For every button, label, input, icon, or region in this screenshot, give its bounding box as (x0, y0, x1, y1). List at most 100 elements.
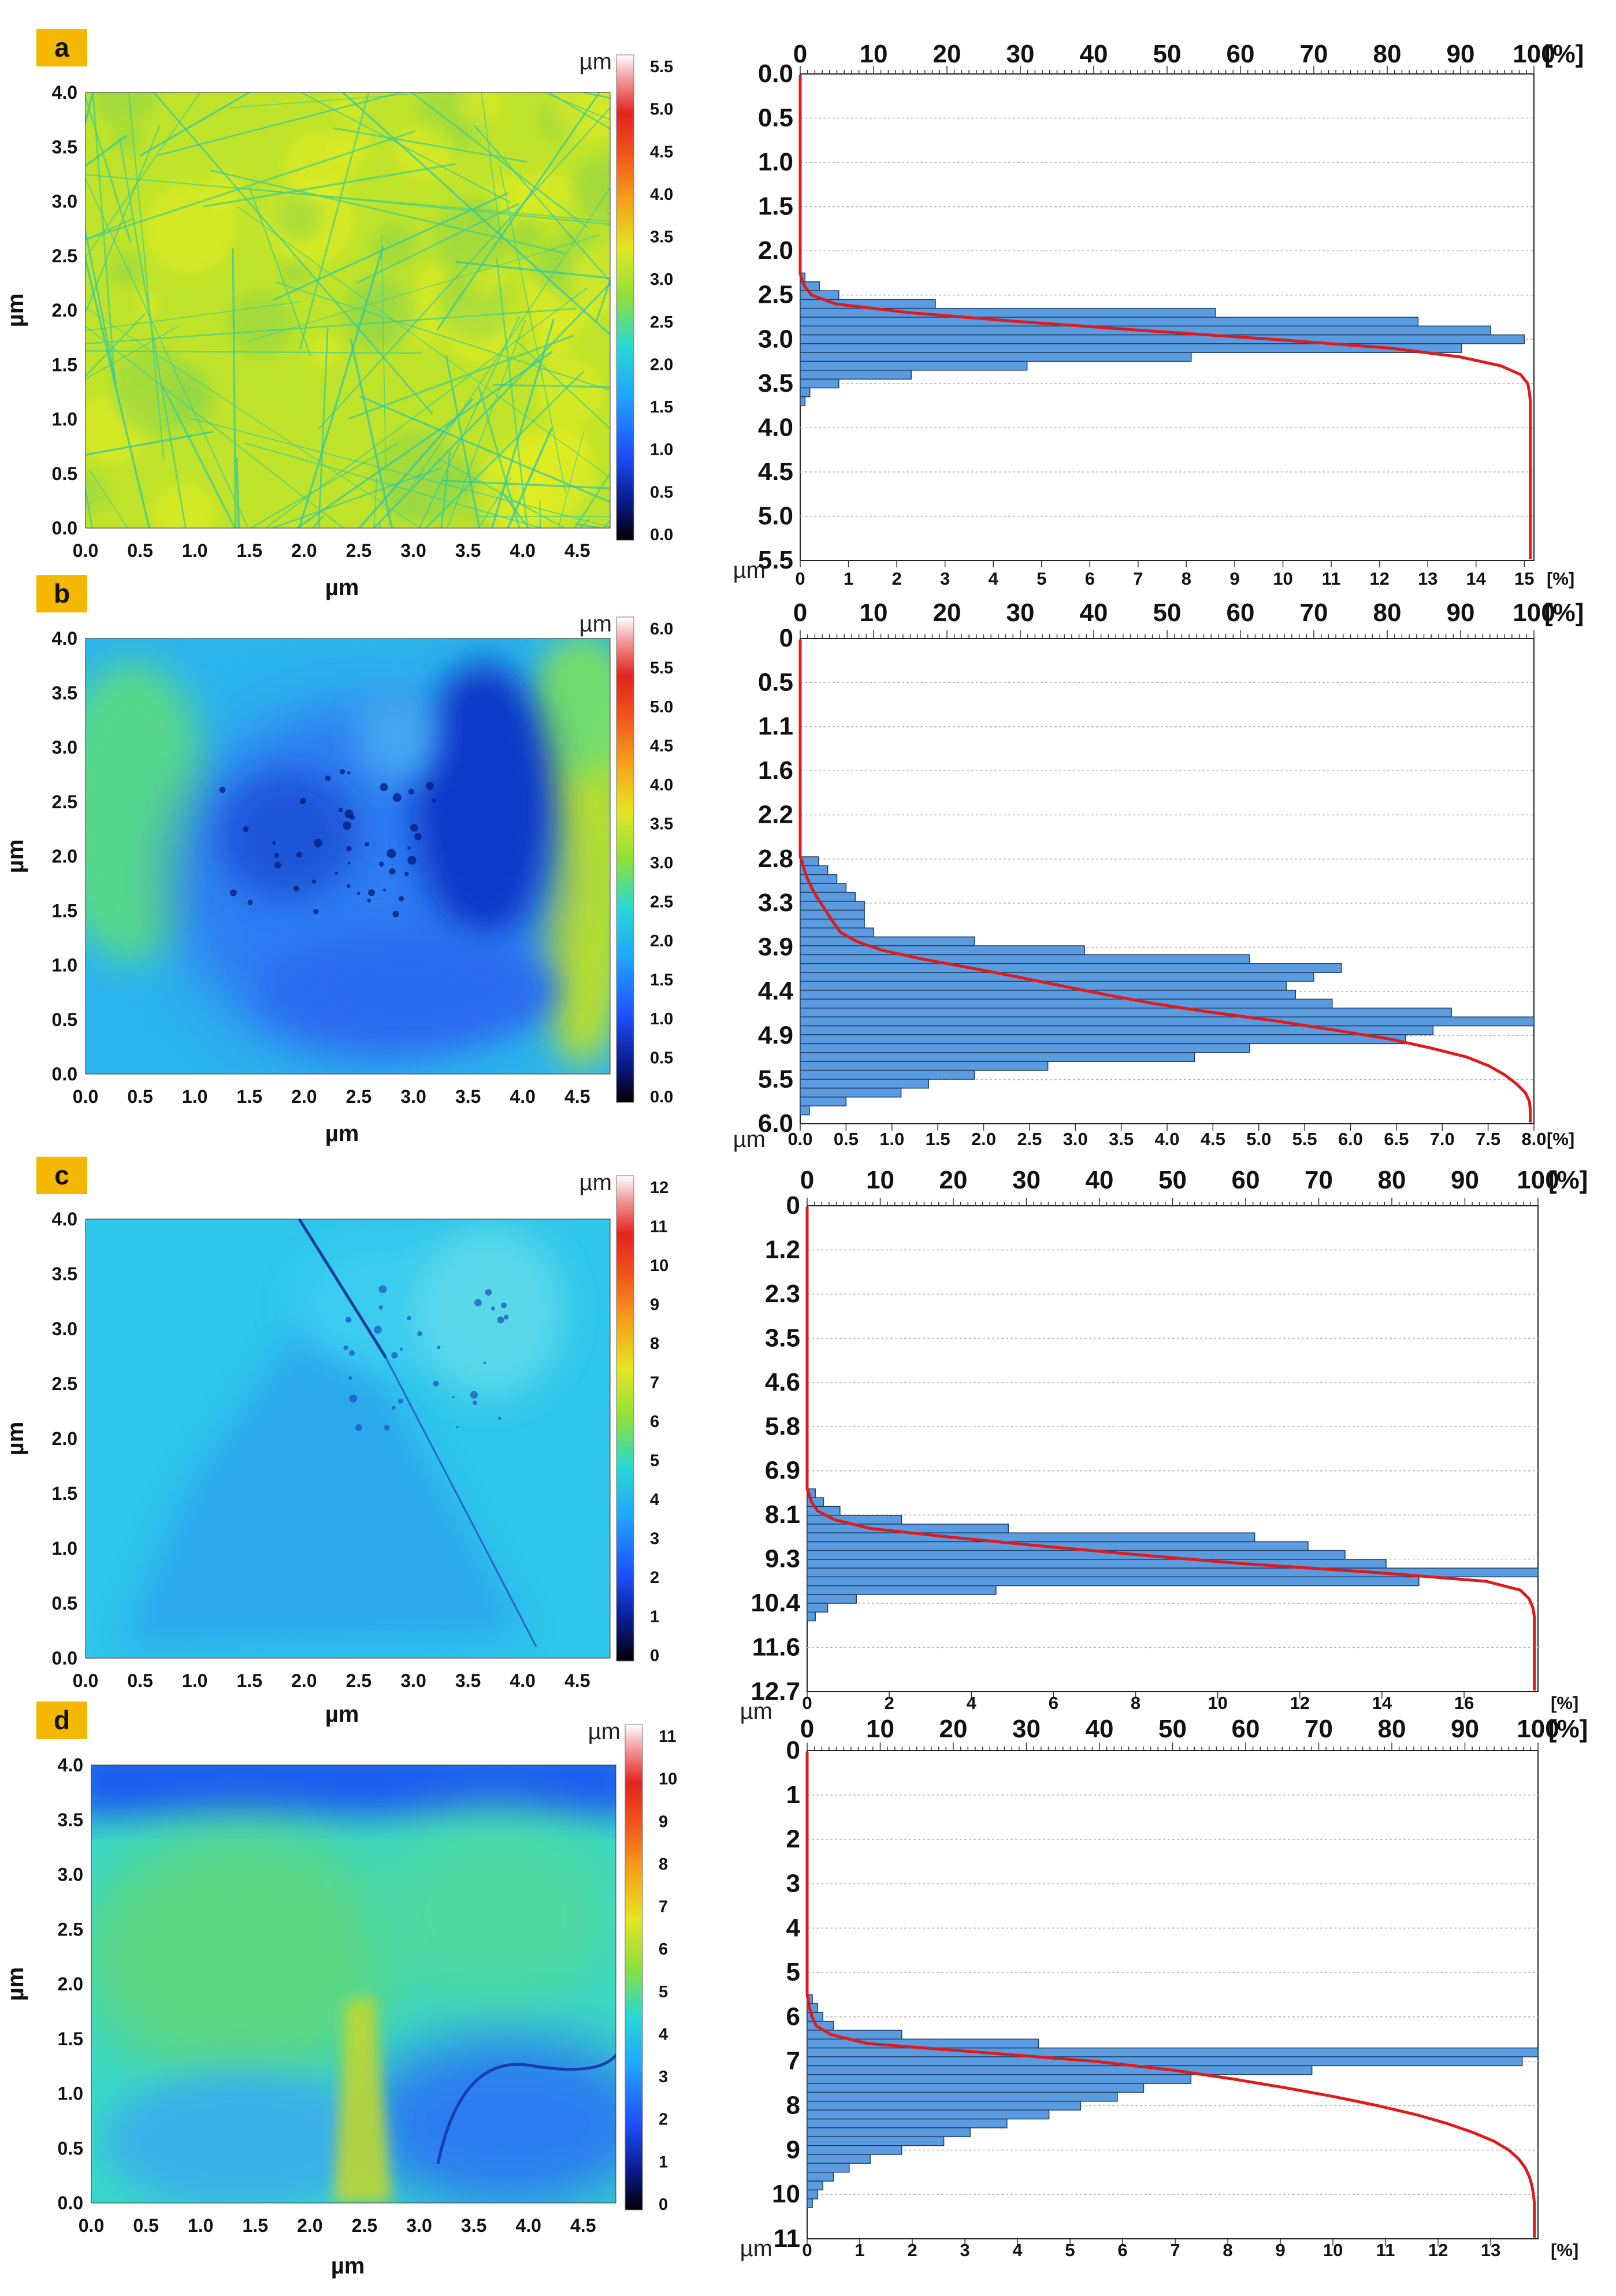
scratch-line (232, 248, 237, 528)
map-pit (437, 1346, 441, 1350)
histogram-tick-label: 9 (1275, 2240, 1285, 2260)
map-pit (491, 1306, 496, 1311)
map-x-tick-label: 2.0 (291, 1086, 317, 1107)
cumulative-unit: [%] (1544, 599, 1584, 627)
map-region (536, 638, 610, 777)
histogram-bar (800, 954, 1250, 964)
colorbar-scale (616, 1175, 634, 1662)
scratch-line (300, 92, 511, 203)
scratch-line (86, 430, 213, 456)
scratch-line (86, 301, 302, 332)
histogram-bar (807, 2189, 818, 2200)
scratch-line (229, 92, 439, 109)
scratch-line (32, 43, 503, 88)
map-pit (410, 823, 418, 832)
map-y-tick-label: 2.0 (52, 300, 77, 321)
map-pit (497, 1316, 504, 1324)
map-x-tick-label: 1.0 (188, 2215, 213, 2236)
map-texture-patch (109, 252, 143, 287)
cumulative-tick-label: 50 (1158, 1166, 1187, 1194)
depth-tick-label: 1 (786, 1781, 800, 1809)
map-pit (368, 889, 376, 897)
map-y-axis-label: µm (3, 293, 28, 328)
map-pit (391, 1406, 396, 1410)
cumulative-tick-label: 100 (1513, 40, 1555, 68)
colorbar-tick-label: 2.0 (650, 355, 673, 374)
depth-tick-label: 4.6 (765, 1368, 800, 1396)
map-y-tick-label: 2.5 (52, 792, 77, 812)
map-y-tick-label: 3.5 (58, 1810, 83, 1830)
cumulative-tick-label: 0 (800, 1715, 814, 1743)
map-pit (391, 1352, 398, 1359)
colorbar-tick-label: 4.5 (650, 143, 673, 161)
map-region (357, 2037, 616, 2203)
scratch-line (86, 325, 344, 528)
scratch-line (359, 395, 610, 503)
cumulative-tick-label: 80 (1378, 1715, 1406, 1743)
map-pit (229, 889, 237, 897)
scratch-line (628, 272, 763, 518)
histogram-tick-label: 3 (940, 569, 950, 589)
colorbar-tick-label: 3 (659, 2068, 668, 2086)
histogram-tick-label: 8 (1182, 569, 1191, 589)
histogram-tick-label: 0 (802, 2240, 812, 2260)
map-x-tick-label: 3.0 (400, 1670, 426, 1691)
histogram-tick-label: 10 (1208, 1693, 1227, 1713)
histogram-bar (800, 1069, 975, 1080)
histogram-tick-label: 4 (1012, 2240, 1023, 2260)
cumulative-tick-label: 90 (1451, 1715, 1479, 1743)
histogram-tick-label: 4 (989, 569, 999, 589)
map-y-tick-label: 0.0 (58, 2193, 83, 2213)
panel-label: b (54, 578, 70, 608)
map-pit (417, 1331, 422, 1336)
panel-label-badge (36, 1701, 87, 1739)
map-y-tick-label: 3.0 (58, 1864, 83, 1885)
histogram-unit: [%] (1547, 1129, 1574, 1149)
histogram-bar (800, 1052, 1195, 1062)
histogram-tick-label: 0 (802, 1693, 812, 1713)
depth-tick-label: 1.5 (758, 192, 793, 221)
scratch-line (244, 442, 544, 528)
depth-tick-label: 2.5 (758, 281, 793, 309)
colorbar-tick-label: 5.5 (650, 58, 673, 76)
map-texture-patch (395, 122, 453, 180)
colorbar-tick-label: 4.0 (650, 776, 673, 794)
map-pit (347, 861, 351, 864)
map-x-axis-label: µm (325, 575, 359, 600)
histogram-bar (800, 396, 806, 406)
map-texture-patch (172, 366, 212, 407)
cumulative-tick-label: 20 (933, 40, 961, 68)
depth-unit: µm (733, 1127, 766, 1152)
map-frame (85, 1218, 611, 1659)
map-texture-patch (550, 92, 610, 142)
map-x-tick-label: 4.5 (564, 1086, 590, 1107)
histogram-bar (800, 1043, 1250, 1053)
colorbar-tick-label: 2 (650, 1569, 659, 1587)
colorbar-tick-label: 8 (659, 1855, 668, 1874)
scratch-line (473, 124, 610, 283)
depth-tick-label: 2.3 (765, 1280, 800, 1308)
scratch-line (274, 281, 610, 391)
scratch-line (87, 308, 422, 528)
depth-tick-label: 4.0 (758, 413, 793, 441)
histogram-bar (807, 2118, 1008, 2128)
map-x-tick-label: 1.5 (243, 2215, 268, 2236)
colorbar-tick-label: 11 (659, 1727, 677, 1746)
map-region (91, 1765, 616, 1817)
cumulative-tick-label: 70 (1300, 599, 1328, 627)
map-pit (325, 775, 331, 781)
map-region (415, 1225, 565, 1398)
map-x-axis-label: µm (325, 1121, 359, 1146)
cumulative-tick-label: 50 (1153, 40, 1182, 68)
map-pit (404, 871, 409, 876)
map-x-tick-label: 0.0 (79, 2215, 104, 2236)
histogram-bar (807, 2083, 1145, 2093)
map-y-tick-label: 2.5 (58, 1919, 83, 1940)
histogram-tick-label: 7 (1170, 2240, 1180, 2260)
depth-tick-label: 6 (786, 2003, 800, 2031)
cumulative-tick-label: 100 (1517, 1166, 1559, 1194)
map-x-tick-label: 3.5 (455, 540, 481, 561)
panel-d: d 0.0 0.5 1.0 1.5 2.0 2.5 3.0 3.5 4.0 4.5 0.0 0.5 1.0… (3, 1701, 1588, 2279)
map-pit (456, 1426, 459, 1429)
